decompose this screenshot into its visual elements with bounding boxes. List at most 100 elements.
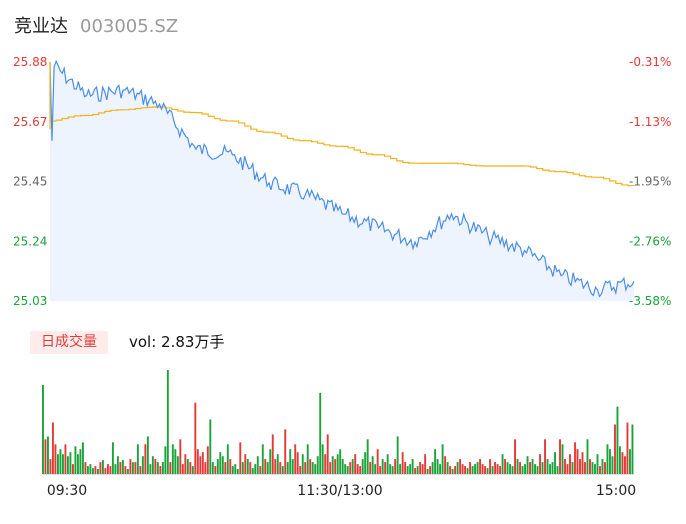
volume-bar [381,459,384,474]
volume-bar [256,456,259,474]
volume-bar [144,444,147,474]
volume-bar [586,439,589,474]
volume-bar [459,459,462,474]
volume-bar [616,406,619,474]
y-left-tick: 25.67 [13,115,47,129]
volume-bar [449,466,452,474]
volume-bar [276,454,279,474]
volume-bar [421,464,424,474]
volume-bar [331,456,334,474]
volume-bar [411,459,414,474]
volume-bar [574,442,576,474]
volume-bar [419,462,422,474]
volume-bar [226,444,229,474]
volume-bar [301,454,304,474]
volume-bar [526,456,529,474]
volume-bar [599,466,601,474]
volume-bar [534,464,536,474]
volume-bar [554,452,556,474]
volume-bar [161,462,164,474]
volume-bar [544,439,546,474]
volume-bar [454,466,457,474]
volume-bar [601,459,604,474]
y-right-tick: -1.13% [629,115,671,129]
volume-bar [541,462,544,474]
volume-bar [329,462,332,474]
volume-bar [539,454,541,474]
volume-bar [156,462,159,474]
volume-bar [356,464,359,474]
volume-bar [154,459,157,474]
volume-bar [351,459,354,474]
volume-bar [524,464,526,474]
volume-bar [606,444,609,474]
volume-bar [366,439,369,474]
volume-bar [189,462,192,474]
volume-bar [561,444,564,474]
volume-bar [91,468,94,474]
y-right-tick: -0.31% [629,55,671,69]
volume-bar [316,456,319,474]
volume-bar [386,454,389,474]
volume-bar [69,452,72,474]
volume-bar [146,436,149,474]
volume-bar [129,459,132,474]
volume-bar [184,454,187,474]
volume-bar [484,466,487,474]
volume-bar [89,464,92,474]
volume-bar [49,459,52,474]
volume-bar [109,466,112,474]
volume-bar [64,444,67,474]
volume-bar [214,466,217,474]
volume-bar [629,449,631,474]
volume-bar [66,456,69,474]
volume-bar [149,464,152,474]
volume-bar [391,466,394,474]
volume-bar [94,466,97,474]
volume-bar [556,466,559,474]
volume-bar [584,462,586,474]
volume-bar [201,452,204,474]
volume-bar [99,462,102,474]
volume-bar [431,462,434,474]
volume-bar [96,469,99,474]
volume-bar [259,466,262,474]
volume-bar [139,466,142,474]
volume-bar [469,462,472,474]
y-left-tick: 25.24 [13,234,47,248]
volume-bar [181,464,184,474]
volume-bar [166,370,169,474]
volume-bar [169,462,172,474]
volume-bar [176,456,179,474]
volume-bar [506,462,509,474]
volume-bar [474,464,477,474]
volume-bar [216,459,219,474]
volume-bar [79,449,82,474]
volume-bar [546,459,549,474]
volume-bar [406,466,409,474]
volume-bar [444,456,447,474]
volume-bar [326,434,329,474]
volume-bar [609,449,611,474]
volume-bar [244,454,247,474]
volume-bar [236,469,239,474]
daily-volume-tag[interactable]: 日成交量 [30,331,108,354]
volume-bar [461,464,464,474]
volume-bar [631,424,634,474]
volume-bar [42,384,44,474]
volume-bar [229,459,232,474]
volume-bar [589,459,591,474]
volume-readout: vol: 2.83万手 [129,333,225,351]
volume-bar [551,462,554,474]
y-left-tick: 25.45 [13,175,47,189]
volume-bar [76,454,79,474]
volume-bar [314,464,317,474]
volume-bar [274,459,277,474]
volume-bar [134,462,137,474]
volume-bar [304,462,307,474]
volume-bar [159,466,162,474]
volume-bar [384,462,387,474]
volume-bar [334,459,337,474]
volume-bar [389,464,392,474]
volume-bar [424,454,427,474]
